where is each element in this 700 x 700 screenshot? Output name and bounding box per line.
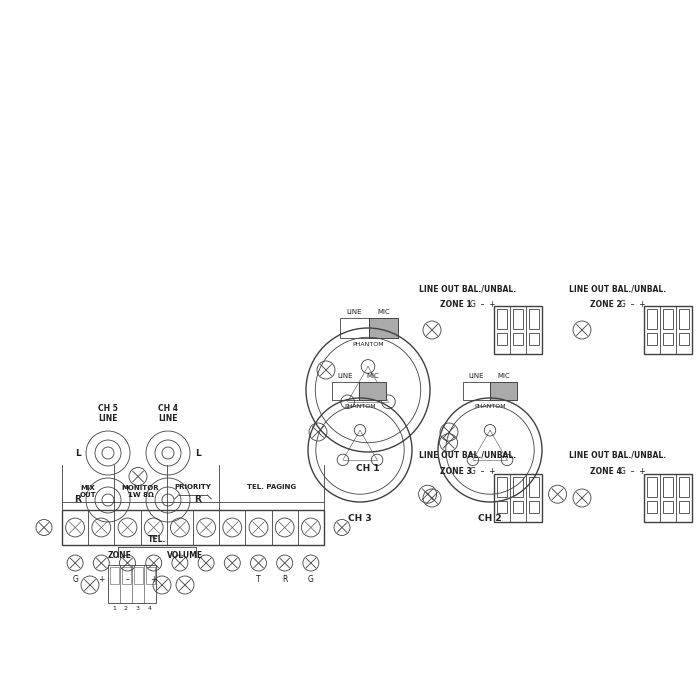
Text: G: G [308,575,314,584]
Text: ZONE 2: ZONE 2 [590,300,622,309]
Circle shape [382,395,395,409]
Text: 1: 1 [112,606,116,611]
Text: ZONE 1: ZONE 1 [440,300,472,309]
Text: G  –  +: G – + [470,300,496,309]
Bar [644,306,692,354]
Text: MIC: MIC [497,373,510,379]
Text: CH 1: CH 1 [356,464,380,473]
Circle shape [484,424,496,436]
Text: +: + [150,575,157,584]
Text: R: R [282,575,288,584]
Bar [679,501,689,513]
Text: LINE OUT BAL./UNBAL.: LINE OUT BAL./UNBAL. [569,451,666,460]
Text: LINE OUT BAL./UNBAL.: LINE OUT BAL./UNBAL. [419,451,517,460]
Bar [679,309,689,329]
Bar [497,309,507,329]
Text: G  –  +: G – + [470,467,496,476]
Bar [663,309,673,329]
Text: T: T [256,575,261,584]
Bar [529,501,539,513]
Text: TEL.: TEL. [148,535,166,544]
Bar [359,382,386,400]
Bar [513,309,523,329]
Bar [647,309,657,329]
Text: LINE OUT BAL./UNBAL.: LINE OUT BAL./UNBAL. [569,284,666,293]
Text: PRIORITY: PRIORITY [174,484,211,490]
Bar [62,510,324,545]
Circle shape [361,360,374,373]
Bar [647,333,657,345]
Text: ZONE: ZONE [108,551,132,560]
Bar [647,501,657,513]
Text: MONITOR
1W 8Ω: MONITOR 1W 8Ω [122,486,160,498]
Bar [663,501,673,513]
Bar [340,318,398,338]
Text: CH 2: CH 2 [478,514,502,523]
Bar [497,501,507,513]
Text: MIC: MIC [377,309,390,315]
Bar [490,382,517,400]
Bar [679,333,689,345]
Text: LINE: LINE [346,309,363,315]
Text: G  –  +: G – + [620,300,645,309]
Text: L: L [75,449,81,458]
Text: ZONE 3: ZONE 3 [440,467,472,476]
Text: PHANTOM: PHANTOM [352,342,384,347]
Bar [644,474,692,522]
Bar [663,333,673,345]
Circle shape [354,424,365,436]
Text: G  –  +: G – + [620,467,645,476]
Bar [369,318,398,338]
Circle shape [372,454,383,466]
Text: LINE: LINE [469,373,484,379]
Text: MIX
OUT: MIX OUT [80,486,97,498]
Text: L: L [195,449,201,458]
Bar [494,474,542,522]
Text: TEL. PAGING: TEL. PAGING [247,484,296,490]
Text: R: R [75,496,81,505]
Bar [497,477,507,497]
Text: –: – [125,575,130,584]
Text: R: R [195,496,202,505]
Bar [494,306,542,354]
Text: VOLUME: VOLUME [167,551,203,560]
Text: PHANTOM: PHANTOM [344,404,376,409]
Bar [463,382,517,400]
Bar [134,566,143,584]
Bar [513,501,523,513]
Text: LINE: LINE [337,373,354,379]
Bar [513,333,523,345]
Bar [108,565,156,603]
Bar [529,477,539,497]
Text: MIC: MIC [366,373,379,379]
Bar [497,333,507,345]
Text: CH 4
LINE: CH 4 LINE [158,405,178,423]
Bar [122,566,130,584]
Text: CH 3: CH 3 [348,514,372,523]
Bar [146,566,155,584]
Bar [109,566,118,584]
Circle shape [501,454,513,466]
Bar [679,477,689,497]
Text: 4: 4 [148,606,152,611]
Bar [647,477,657,497]
Bar [663,477,673,497]
Text: +: + [98,575,104,584]
Circle shape [341,395,354,409]
Circle shape [467,454,479,466]
Text: ZONE 4: ZONE 4 [590,467,622,476]
Text: 3: 3 [136,606,140,611]
Text: CH 5
LINE: CH 5 LINE [98,405,118,423]
Circle shape [337,454,349,466]
Bar [529,309,539,329]
Text: PHANTOM: PHANTOM [474,404,506,409]
Bar [332,382,386,400]
Text: G: G [72,575,78,584]
Bar [513,477,523,497]
Text: 2: 2 [124,606,128,611]
Text: LINE OUT BAL./UNBAL.: LINE OUT BAL./UNBAL. [419,284,517,293]
Bar [529,333,539,345]
